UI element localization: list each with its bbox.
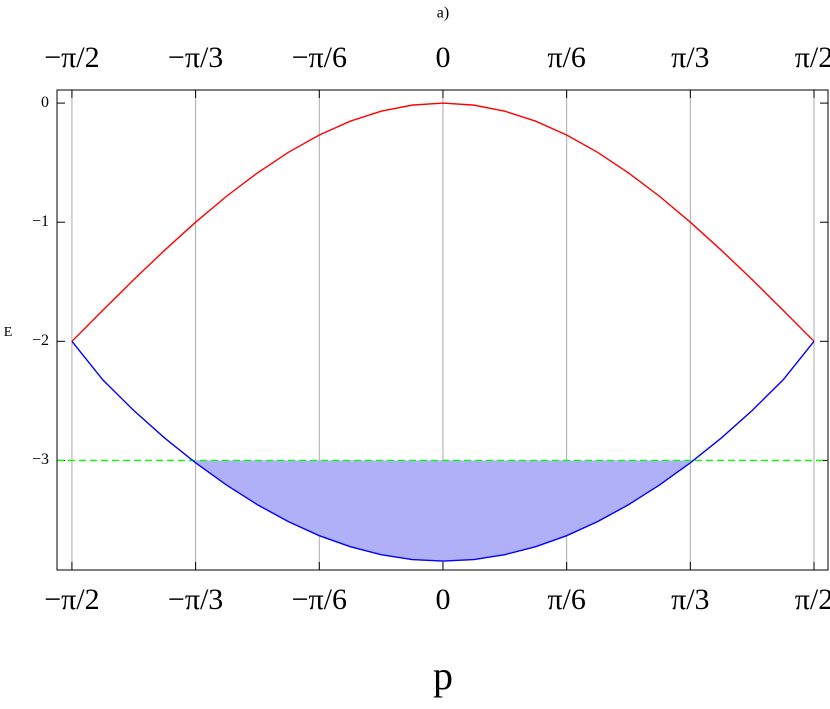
plot-frame (56, 89, 829, 571)
x-tick-label-top: −π/3 (168, 41, 223, 74)
x-tick-label-top: −π/2 (44, 41, 99, 74)
x-tick-label: 0 (435, 583, 450, 616)
y-axis-label: E (4, 325, 13, 340)
x-tick-label-top: 0 (435, 41, 450, 74)
chart-title: a) (437, 5, 449, 22)
x-tick-label: −π/6 (292, 583, 347, 616)
y-tick-label: −1 (32, 213, 49, 230)
x-tick-label: −π/3 (168, 583, 223, 616)
x-tick-label: π/2 (795, 583, 830, 616)
fill-area (192, 460, 694, 562)
plot-area (57, 102, 828, 562)
x-tick-label: π/3 (671, 583, 709, 616)
y-tick-label: −3 (32, 451, 49, 468)
x-tick-label: −π/2 (44, 583, 99, 616)
series-line (71, 340, 815, 562)
x-axis-label: p (433, 653, 453, 698)
x-tick-label-top: π/6 (547, 41, 585, 74)
x-tick-label-top: π/2 (795, 41, 830, 74)
x-tick-label: π/6 (547, 583, 585, 616)
y-tick-label: −2 (32, 332, 49, 349)
y-tick-label: 0 (41, 94, 49, 111)
x-tick-label-top: π/3 (671, 41, 709, 74)
x-tick-label-top: −π/6 (292, 41, 347, 74)
series-line (71, 102, 815, 342)
